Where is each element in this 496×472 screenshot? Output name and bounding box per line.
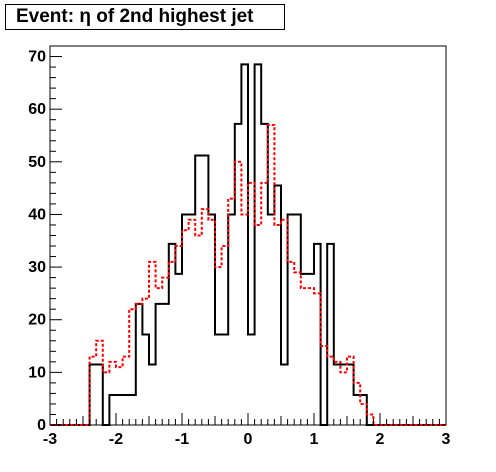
y-tick-label: 40: [28, 206, 46, 223]
x-tick-label: -1: [175, 431, 189, 448]
y-tick-label: 60: [28, 101, 46, 118]
y-tick-label: 10: [28, 364, 46, 381]
x-tick-label: 2: [376, 431, 385, 448]
histogram-line-series-2: [50, 123, 446, 426]
x-tick-label: -3: [43, 431, 57, 448]
y-tick-label: 50: [28, 154, 46, 171]
y-tick-label: 30: [28, 259, 46, 276]
y-tick-label: 70: [28, 49, 46, 66]
x-tick-label: 3: [442, 431, 451, 448]
histogram-line-series-1: [50, 63, 446, 426]
x-tick-label: 0: [244, 431, 253, 448]
y-tick-label: 0: [37, 417, 46, 434]
chart-title: Event: η of 2nd highest jet: [5, 4, 285, 30]
x-tick-label: -2: [109, 431, 123, 448]
x-tick-label: 1: [310, 431, 319, 448]
histogram-series-layer: [50, 63, 446, 426]
y-tick-label: 20: [28, 312, 46, 329]
